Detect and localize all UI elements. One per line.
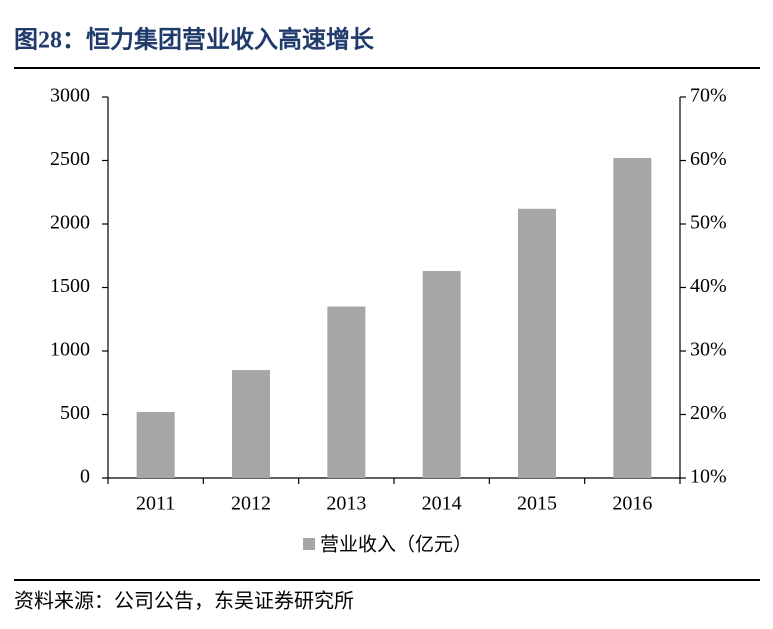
x-tick-label: 2013 <box>326 493 366 515</box>
y2-tick-label: 20% <box>690 402 727 424</box>
bar <box>518 208 556 478</box>
y-tick-label: 0 <box>80 466 90 488</box>
y2-tick-label: 70% <box>690 85 727 107</box>
bar <box>422 270 461 478</box>
y2-tick-label: 30% <box>690 339 727 361</box>
legend-swatch <box>303 538 315 550</box>
bar <box>136 411 175 478</box>
y-tick-label: 1000 <box>50 339 90 361</box>
y2-tick-label: 60% <box>690 148 727 170</box>
x-tick-label: 2015 <box>517 493 557 515</box>
y-tick-label: 2500 <box>50 148 90 170</box>
y-tick-label: 3000 <box>50 85 90 107</box>
bar <box>232 370 270 478</box>
chart-title: 图28：恒力集团营业收入高速增长 <box>14 26 375 54</box>
x-tick-label: 2016 <box>612 493 652 515</box>
source: 资料来源：公司公告，东吴证券研究所 <box>14 590 354 613</box>
x-tick-label: 2012 <box>231 493 271 515</box>
y2-tick-label: 40% <box>690 275 727 297</box>
y-tick-label: 500 <box>60 402 90 424</box>
x-tick-label: 2011 <box>136 493 175 515</box>
x-tick-label: 2014 <box>422 493 462 515</box>
y-tick-label: 2000 <box>50 212 90 234</box>
y-tick-label: 1500 <box>50 275 90 297</box>
legend-label: 营业收入（亿元） <box>320 534 472 556</box>
bar <box>327 306 366 478</box>
y2-tick-label: 50% <box>690 212 727 234</box>
bar <box>613 157 652 478</box>
y2-tick-label: 10% <box>690 466 727 488</box>
